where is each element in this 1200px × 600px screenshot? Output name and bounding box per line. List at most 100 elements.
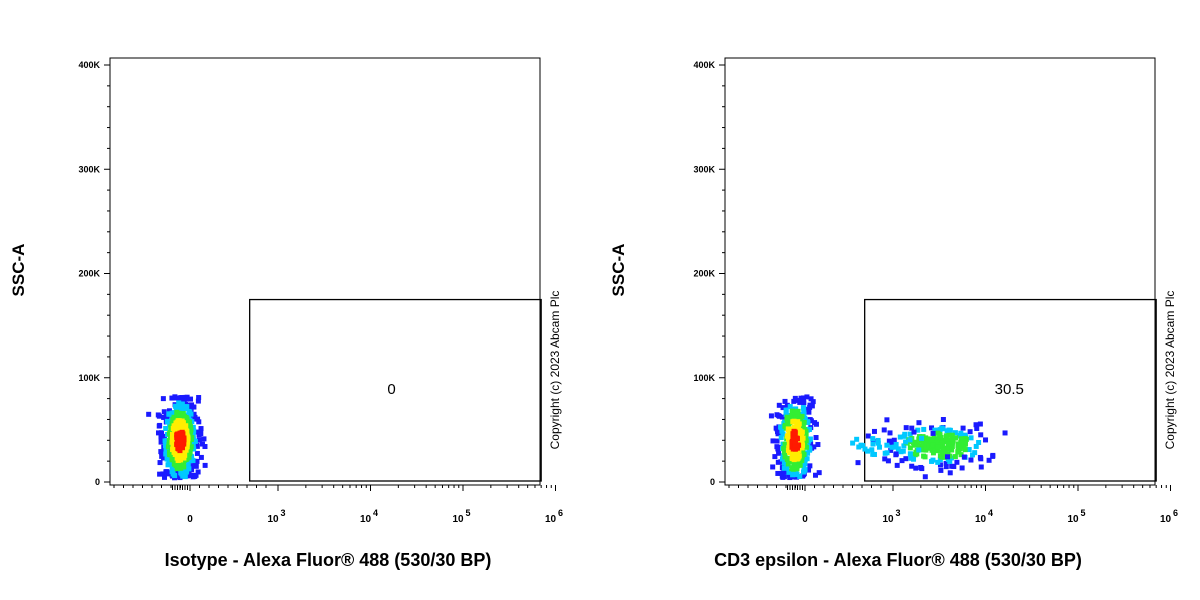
event-point <box>972 450 978 456</box>
event-point <box>800 469 806 475</box>
event-point <box>201 436 207 442</box>
event-point <box>990 452 996 458</box>
event-point <box>176 419 182 425</box>
event-point <box>1002 430 1008 436</box>
event-point <box>776 413 782 419</box>
event-point <box>787 475 793 481</box>
event-point <box>935 459 941 465</box>
event-point <box>931 447 937 453</box>
event-point <box>913 465 919 471</box>
event-point <box>870 436 876 442</box>
event-point <box>778 459 784 465</box>
event-point <box>788 458 794 464</box>
event-point <box>155 430 161 436</box>
event-point <box>785 414 791 420</box>
event-point <box>958 452 964 458</box>
event-point <box>795 408 801 414</box>
event-point <box>163 425 169 431</box>
event-point <box>914 442 920 448</box>
event-point <box>959 465 965 471</box>
x-tick-label: 10 <box>1160 514 1172 525</box>
event-point <box>191 428 197 434</box>
y-tick-label: 0 <box>95 477 100 487</box>
event-point <box>202 444 208 450</box>
event-point <box>793 455 799 461</box>
event-point <box>182 474 188 480</box>
y-axis-label: SSC-A <box>609 244 628 297</box>
event-point <box>968 457 974 463</box>
event-point <box>797 418 803 424</box>
y-tick-label: 100K <box>693 373 715 383</box>
plot-frame <box>109 57 541 486</box>
x-tick-exponent: 3 <box>895 508 900 518</box>
event-point <box>789 412 795 418</box>
event-point <box>772 454 778 460</box>
event-point <box>161 414 167 420</box>
event-point <box>968 435 974 441</box>
event-point <box>920 444 926 450</box>
event-point <box>921 426 927 432</box>
event-point <box>915 427 921 433</box>
event-point <box>918 438 924 444</box>
event-point <box>870 441 876 447</box>
event-point <box>173 469 179 475</box>
event-point <box>800 448 806 454</box>
event-point <box>929 425 935 431</box>
event-point <box>908 455 914 461</box>
event-point <box>165 444 171 450</box>
event-point <box>967 429 973 435</box>
event-point <box>172 394 178 400</box>
event-point <box>180 404 186 410</box>
y-tick-label: 200K <box>693 269 715 279</box>
event-point <box>168 460 174 466</box>
event-point <box>886 438 892 444</box>
event-point <box>194 450 200 456</box>
event-point <box>937 432 943 438</box>
x-axis-label: CD3 epsilon - Alexa Fluor® 488 (530/30 B… <box>714 550 1082 570</box>
event-point <box>782 422 788 428</box>
x-tick-label: 0 <box>187 514 193 525</box>
event-point <box>785 461 791 467</box>
event-point <box>792 436 798 442</box>
event-point <box>156 413 162 419</box>
event-point <box>166 470 172 476</box>
event-point <box>780 431 786 437</box>
event-point <box>179 462 185 468</box>
event-point <box>807 463 813 469</box>
event-point <box>157 460 163 466</box>
event-point <box>797 473 803 479</box>
event-point <box>890 439 896 445</box>
event-point <box>961 440 967 446</box>
event-point <box>899 458 905 464</box>
event-point <box>945 451 951 457</box>
event-point <box>903 439 909 445</box>
event-point <box>768 413 774 419</box>
event-point <box>855 460 861 466</box>
event-point <box>974 425 980 431</box>
gate-percentage: 30.5 <box>995 381 1024 398</box>
event-point <box>793 474 799 480</box>
event-point <box>195 416 201 422</box>
event-point <box>871 451 877 457</box>
event-point <box>921 453 927 459</box>
event-point <box>944 445 950 451</box>
event-point <box>179 398 185 404</box>
event-point <box>919 435 925 441</box>
event-point <box>916 420 922 426</box>
event-point <box>978 432 984 438</box>
event-point <box>797 436 803 442</box>
event-point <box>198 426 204 432</box>
event-point <box>181 398 187 404</box>
event-point <box>161 455 167 461</box>
event-point <box>946 432 952 438</box>
x-tick-exponent: 3 <box>280 508 285 518</box>
event-point <box>186 419 192 425</box>
gate-percentage: 0 <box>387 381 395 398</box>
event-point <box>864 448 870 454</box>
event-point <box>907 437 913 443</box>
event-point <box>791 419 797 425</box>
event-point <box>196 419 202 425</box>
event-point <box>903 456 909 462</box>
x-tick-label: 10 <box>360 514 372 525</box>
